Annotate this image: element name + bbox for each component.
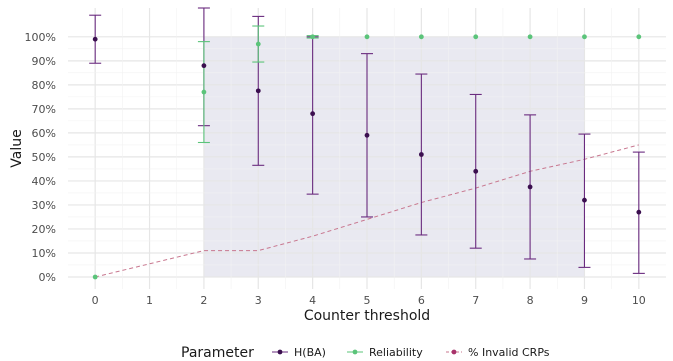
point-h-ba: [201, 63, 207, 69]
point-reliability: [473, 34, 479, 40]
x-axis-title: Counter threshold: [304, 308, 430, 324]
point-h-ba: [255, 88, 261, 94]
point-h-ba: [310, 111, 316, 117]
y-tick-label: 30%: [32, 199, 56, 212]
x-tick-label: 3: [255, 294, 262, 307]
points-layer: [92, 34, 642, 280]
x-tick-label: 10: [632, 294, 646, 307]
x-tick-label: 0: [92, 294, 99, 307]
error-bars-layer: [89, 7, 645, 274]
x-tick-label: 6: [418, 294, 425, 307]
y-tick-label: 40%: [32, 175, 56, 188]
legend-label: H(BA): [294, 346, 326, 359]
x-tick-label: 5: [364, 294, 371, 307]
x-tick-label: 1: [146, 294, 153, 307]
legend-item-invalid-crps: % Invalid CRPs: [446, 346, 550, 359]
point-h-ba: [527, 184, 533, 190]
invalid-crps-line-layer: [95, 144, 639, 278]
x-tick-label: 8: [527, 294, 534, 307]
y-tick-label: 100%: [25, 31, 56, 44]
point-h-ba: [582, 197, 587, 203]
point-h-ba: [636, 209, 642, 215]
point-h-ba: [364, 132, 370, 138]
point-reliability: [364, 34, 370, 40]
legend-label: Reliability: [369, 346, 423, 359]
x-tick-labels: 0 1 2 3 4 5 6 7 8 9 10: [92, 294, 646, 307]
y-tick-label: 10%: [32, 247, 56, 260]
series-line-invalid-crps: [95, 144, 639, 278]
legend-item-reliability: Reliability: [347, 346, 423, 359]
legend-label: % Invalid CRPs: [468, 346, 550, 359]
legend-item-h-ba: H(BA): [272, 346, 326, 359]
legend-key-point: [451, 349, 457, 355]
x-tick-label: 2: [200, 294, 207, 307]
y-tick-label: 80%: [32, 79, 56, 92]
point-h-ba: [418, 152, 424, 157]
y-tick-label: 60%: [32, 127, 56, 140]
point-reliability: [527, 34, 533, 40]
point-reliability: [582, 34, 587, 40]
legend-items: H(BA) Reliability % Invalid CRPs: [272, 346, 550, 359]
point-reliability: [636, 34, 642, 40]
y-tick-label: 50%: [32, 151, 56, 164]
y-axis-title: Value: [9, 129, 25, 167]
x-tick-label: 7: [472, 294, 479, 307]
point-reliability: [201, 89, 207, 95]
legend-title: Parameter: [181, 345, 254, 361]
x-tick-label: 9: [581, 294, 588, 307]
y-tick-label: 70%: [32, 103, 56, 116]
y-tick-label: 20%: [32, 223, 56, 236]
y-tick-label: 90%: [32, 55, 56, 68]
x-tick-label: 4: [309, 294, 316, 307]
legend-key-point: [277, 349, 283, 355]
legend: Parameter H(BA) Reliability % Invalid CRPs: [181, 345, 550, 361]
point-reliability: [255, 41, 261, 47]
point-reliability: [310, 34, 316, 40]
point-h-ba: [473, 168, 479, 174]
point-h-ba: [92, 36, 98, 42]
y-tick-label: 0%: [39, 271, 56, 284]
point-reliability: [418, 34, 424, 40]
legend-key-point: [352, 349, 358, 355]
y-tick-labels: 0% 10% 20% 30% 40% 50% 60% 70% 80% 90% 100%: [25, 31, 56, 284]
point-reliability: [92, 274, 98, 280]
